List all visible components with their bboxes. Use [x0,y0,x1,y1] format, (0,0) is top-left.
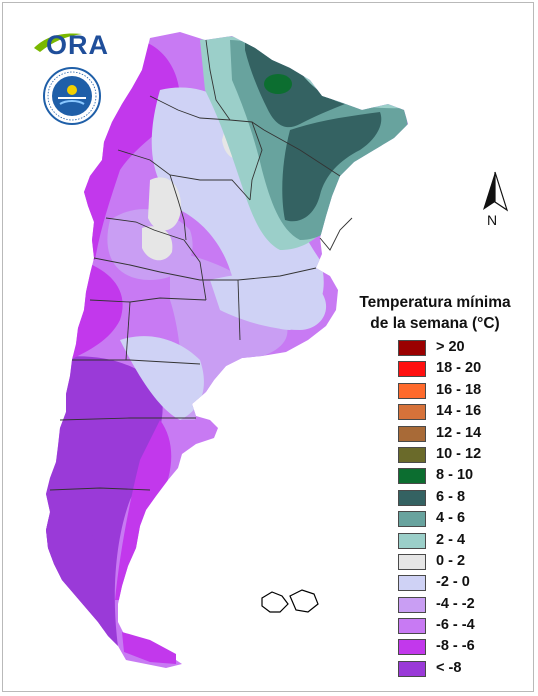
legend-label: 8 - 10 [436,467,474,484]
legend-item: -6 - -4 [398,616,508,637]
legend-swatch [398,404,426,421]
legend-item: 16 - 18 [398,381,508,402]
legend: > 20 18 - 20 16 - 18 14 - 16 12 - 14 10 - 12 8… [398,338,508,680]
zone-6-8-mesopotamia [282,112,382,222]
legend-item: > 20 [398,338,508,359]
legend-label: > 20 [436,339,465,355]
legend-label: < -8 [436,659,462,676]
legend-label: 18 - 20 [436,360,482,377]
legend-swatch [398,553,426,570]
legend-label: -6 - -4 [436,617,475,634]
legend-item: 8 - 10 [398,466,508,487]
zone-8-10-north [264,74,292,94]
province-boundaries [49,39,353,491]
zone-0-2-cordoba [148,177,181,231]
zone-minus2-0-north [151,87,324,330]
zone-minus2-0-patagonia [120,336,204,420]
legend-swatch [398,382,426,399]
legend-swatch [398,446,426,463]
legend-label: 6 - 8 [436,488,466,505]
legend-label: 10 - 12 [436,445,482,462]
legend-label: 4 - 6 [436,510,466,527]
legend-item: 2 - 4 [398,531,508,552]
legend-item: 6 - 8 [398,488,508,509]
legend-swatch [398,532,426,549]
legend-item: 0 - 2 [398,552,508,573]
legend-item: 12 - 14 [398,424,508,445]
zone-6-8-north [245,40,345,128]
legend-item: -8 - -6 [398,637,508,658]
legend-swatch [398,596,426,613]
ora-logo: ORA [32,26,108,62]
zone-0-2-sanluis [142,226,173,261]
legend-item: < -8 [398,659,508,680]
legend-title: Temperatura mínima de la semana (°C) [344,292,526,334]
legend-swatch [398,575,426,592]
legend-swatch [398,361,426,378]
legend-item: 14 - 16 [398,402,508,423]
legend-swatch [398,618,426,635]
legend-label: 14 - 16 [436,403,482,420]
legend-label: -8 - -6 [436,638,475,655]
legend-swatch [398,489,426,506]
smn-logo [42,66,102,126]
legend-item: -4 - -2 [398,595,508,616]
smn-seal-icon [43,67,101,125]
legend-label: -2 - 0 [436,574,470,591]
north-arrow [480,170,510,232]
legend-swatch [398,340,426,356]
legend-swatch [398,468,426,485]
legend-swatch [398,660,426,677]
legend-swatch [398,511,426,528]
legend-item: 4 - 6 [398,509,508,530]
legend-item: 10 - 12 [398,445,508,466]
legend-label: 12 - 14 [436,424,482,441]
legend-item: 18 - 20 [398,359,508,380]
tierra-del-fuego [122,632,176,664]
legend-title-line1: Temperatura mínima [359,294,511,311]
malvinas-islands [261,589,319,613]
ora-logo-text: ORA [46,30,109,60]
legend-label: -4 - -2 [436,595,475,612]
legend-label: 2 - 4 [436,531,466,548]
zone-minus8-minus6-south [115,420,172,600]
legend-item: -2 - 0 [398,573,508,594]
north-arrow-icon [483,171,509,212]
ora-swoosh-icon [34,33,82,52]
legend-label: 0 - 2 [436,552,466,569]
north-label: N [487,212,498,228]
legend-title-line2: de la semana (°C) [370,315,500,332]
legend-label: 16 - 18 [436,381,482,398]
legend-swatch [398,425,426,442]
legend-swatch [398,639,426,656]
